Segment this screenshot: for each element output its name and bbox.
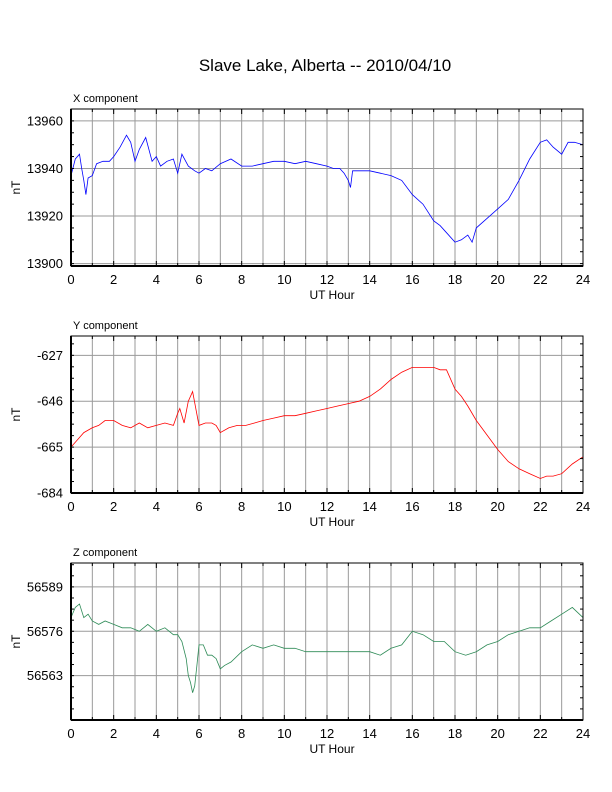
x-tick-label: 20 [490, 726, 504, 741]
y-tick-label: 13920 [27, 209, 63, 224]
y-tick-label: 56563 [27, 668, 63, 683]
x-tick-label: 10 [277, 726, 291, 741]
x-tick-label: 4 [153, 726, 160, 741]
component-label: X component [73, 93, 138, 105]
x-tick-label: 12 [320, 726, 334, 741]
x-tick-label: 8 [238, 272, 245, 287]
x-axis-title: UT Hour [309, 742, 354, 756]
x-axis-title: UT Hour [309, 288, 354, 302]
component-label: Y component [73, 320, 138, 332]
x-tick-label: 24 [576, 726, 590, 741]
x-tick-label: 14 [362, 272, 376, 287]
x-tick-label: 22 [533, 272, 547, 287]
y-tick-label: 56589 [27, 579, 63, 594]
chart-title: Slave Lake, Alberta -- 2010/04/10 [198, 56, 452, 75]
x-tick-label: 16 [405, 726, 419, 741]
x-tick-label: 12 [320, 272, 334, 287]
x-tick-label: 18 [448, 726, 462, 741]
x-axis-title: UT Hour [309, 515, 354, 529]
x-tick-label: 0 [67, 726, 74, 741]
x-tick-label: 0 [67, 272, 74, 287]
y-tick-label: -665 [37, 440, 63, 455]
x-tick-label: 18 [448, 272, 462, 287]
x-tick-label: 20 [490, 499, 504, 514]
series-line [70, 134, 584, 244]
y-axis-title: nT [9, 634, 23, 649]
x-tick-label: 2 [110, 499, 117, 514]
x-tick-label: 24 [576, 499, 590, 514]
panel-2: 0 2 4 6 8 10 12 14 16 18 20 22 24-627-646-665-684UT … [9, 320, 590, 529]
x-tick-label: 12 [320, 499, 334, 514]
x-tick-label: 6 [195, 272, 202, 287]
x-tick-label: 20 [490, 272, 504, 287]
x-tick-label: 22 [533, 726, 547, 741]
x-tick-label: 10 [277, 272, 291, 287]
series-line [70, 603, 584, 693]
x-tick-label: 14 [362, 726, 376, 741]
y-tick-label: -684 [37, 486, 63, 501]
x-tick-label: 2 [110, 272, 117, 287]
x-tick-label: 6 [195, 499, 202, 514]
x-tick-label: 16 [405, 272, 419, 287]
x-tick-label: 14 [362, 499, 376, 514]
component-label: Z component [73, 547, 137, 559]
panel-1: 0 2 4 6 8 10 12 14 16 18 20 22 241390013920139401396… [9, 93, 590, 302]
x-tick-label: 18 [448, 499, 462, 514]
y-tick-label: 13900 [27, 256, 63, 271]
x-tick-label: 4 [153, 499, 160, 514]
x-tick-label: 4 [153, 272, 160, 287]
y-tick-label: 13960 [27, 113, 63, 128]
x-tick-label: 10 [277, 499, 291, 514]
x-tick-label: 2 [110, 726, 117, 741]
x-tick-label: 16 [405, 499, 419, 514]
x-tick-label: 6 [195, 726, 202, 741]
y-tick-label: 13940 [27, 161, 63, 176]
y-tick-label: -627 [37, 348, 63, 363]
x-tick-label: 8 [238, 499, 245, 514]
y-axis-title: nT [9, 407, 23, 422]
series-line [70, 366, 584, 479]
y-axis-title: nT [9, 180, 23, 195]
y-tick-label: -646 [37, 394, 63, 409]
x-tick-label: 0 [67, 499, 74, 514]
y-tick-label: 56576 [27, 624, 63, 639]
x-tick-label: 24 [576, 272, 590, 287]
x-tick-label: 22 [533, 499, 547, 514]
x-tick-label: 8 [238, 726, 245, 741]
